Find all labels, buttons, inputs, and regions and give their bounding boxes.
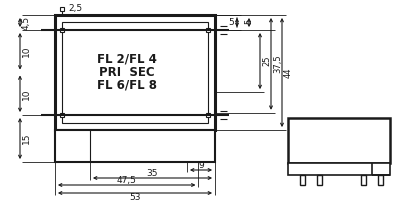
Bar <box>60 28 64 32</box>
Bar <box>62 22 208 123</box>
Text: FL 6/FL 8: FL 6/FL 8 <box>97 79 157 92</box>
Text: 53: 53 <box>129 194 141 202</box>
Bar <box>60 113 64 117</box>
Text: PRI  SEC: PRI SEC <box>99 66 155 79</box>
Text: 25: 25 <box>262 56 271 66</box>
Bar <box>361 175 366 185</box>
Text: 15: 15 <box>22 133 31 144</box>
Text: 4,5: 4,5 <box>22 15 31 30</box>
Bar <box>378 175 383 185</box>
Bar <box>300 175 305 185</box>
Text: 10: 10 <box>22 46 31 57</box>
Text: 44: 44 <box>284 67 293 78</box>
Bar <box>55 130 215 162</box>
Text: 9: 9 <box>198 160 204 170</box>
Bar <box>317 175 322 185</box>
Bar <box>288 118 390 163</box>
Bar <box>60 7 64 11</box>
Text: 5: 5 <box>244 19 254 24</box>
Text: 5: 5 <box>228 18 234 27</box>
Text: 35: 35 <box>147 168 158 177</box>
Bar <box>55 15 215 130</box>
Text: 47,5: 47,5 <box>117 175 137 185</box>
Bar <box>288 163 390 175</box>
Text: 37,5: 37,5 <box>273 55 282 73</box>
Text: FL 2/FL 4: FL 2/FL 4 <box>97 53 157 66</box>
Bar <box>206 28 210 32</box>
Text: 2,5: 2,5 <box>68 4 82 13</box>
Text: 10: 10 <box>22 88 31 99</box>
Bar <box>206 113 210 117</box>
